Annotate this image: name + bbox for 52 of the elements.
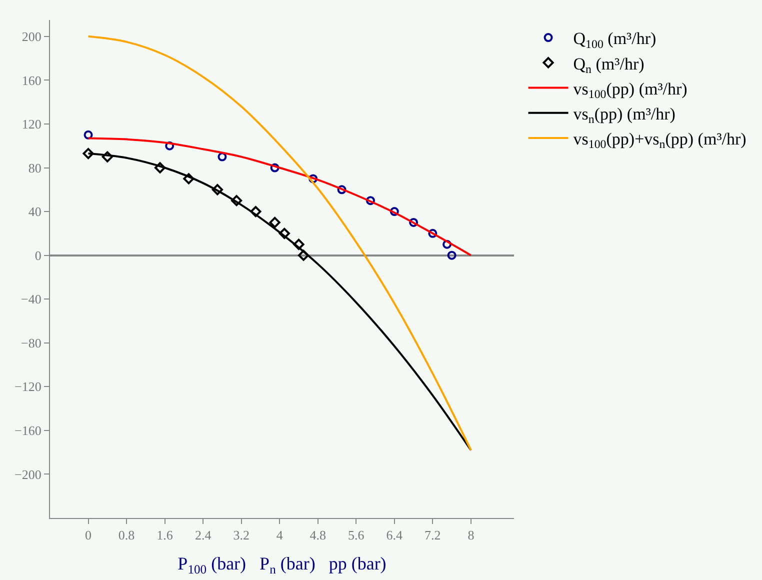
y-tick-label: 160 — [22, 72, 42, 88]
x-tick-label: 2.4 — [194, 528, 212, 543]
legend-label: vs$_{100}$(pp)+vs$_{n}$(pp) (m³/hr) — [573, 130, 746, 152]
point — [165, 141, 174, 150]
legend-label: vs$_{n}$(pp) (m³/hr) — [573, 104, 676, 126]
point — [447, 250, 456, 260]
point — [390, 207, 399, 216]
point — [84, 130, 93, 140]
point — [409, 218, 418, 227]
y-tick-label: 120 — [22, 116, 42, 132]
x-tick-label: 7.2 — [424, 528, 441, 543]
point — [278, 228, 290, 239]
x-tick-label: 5.6 — [348, 528, 365, 543]
legend-label: Q$_{100}$ (m³/hr) — [573, 29, 656, 51]
y-tick-label: −40 — [21, 292, 42, 307]
legend-label: Q$_{n}$ (m³/hr) — [573, 54, 644, 76]
x-tick-label: 8 — [468, 528, 474, 543]
point — [82, 148, 94, 160]
point — [442, 240, 452, 249]
point — [102, 151, 113, 162]
x-tick-label: 0 — [85, 528, 92, 543]
y-tick-label: −200 — [14, 466, 42, 482]
point — [154, 162, 166, 174]
point — [337, 185, 346, 194]
x-axis-title: P$_{100}$ (bar) P$_{n}$ (bar) pp (bar) — [178, 554, 386, 576]
point — [308, 174, 318, 184]
x-tick-label: 1.6 — [156, 528, 174, 543]
point — [250, 206, 262, 218]
y-tick-label: 40 — [28, 204, 42, 220]
point — [428, 228, 438, 238]
y-tick-label: 0 — [34, 248, 42, 263]
point — [298, 250, 310, 261]
x-tick-label: 4.8 — [310, 528, 326, 543]
point — [183, 173, 194, 184]
point — [293, 238, 304, 250]
x-tick-label: 6.4 — [386, 528, 404, 543]
x-tick-label: 4 — [276, 528, 284, 543]
legend-label: vs$_{100}$(pp) (m³/hr) — [573, 79, 688, 101]
point — [269, 216, 280, 228]
point — [212, 184, 223, 196]
point — [366, 196, 375, 206]
x-tick-label: 3.2 — [233, 528, 250, 543]
point — [218, 152, 227, 162]
x-tick-label: 0.8 — [118, 528, 135, 543]
y-tick-label: −160 — [14, 422, 42, 438]
y-tick-label: 200 — [22, 28, 42, 44]
line-series — [87, 35, 472, 452]
y-tick-label: −120 — [14, 379, 42, 394]
point — [270, 163, 280, 172]
y-tick-label: 80 — [28, 160, 42, 176]
point — [231, 195, 242, 206]
y-tick-label: −80 — [21, 335, 42, 350]
